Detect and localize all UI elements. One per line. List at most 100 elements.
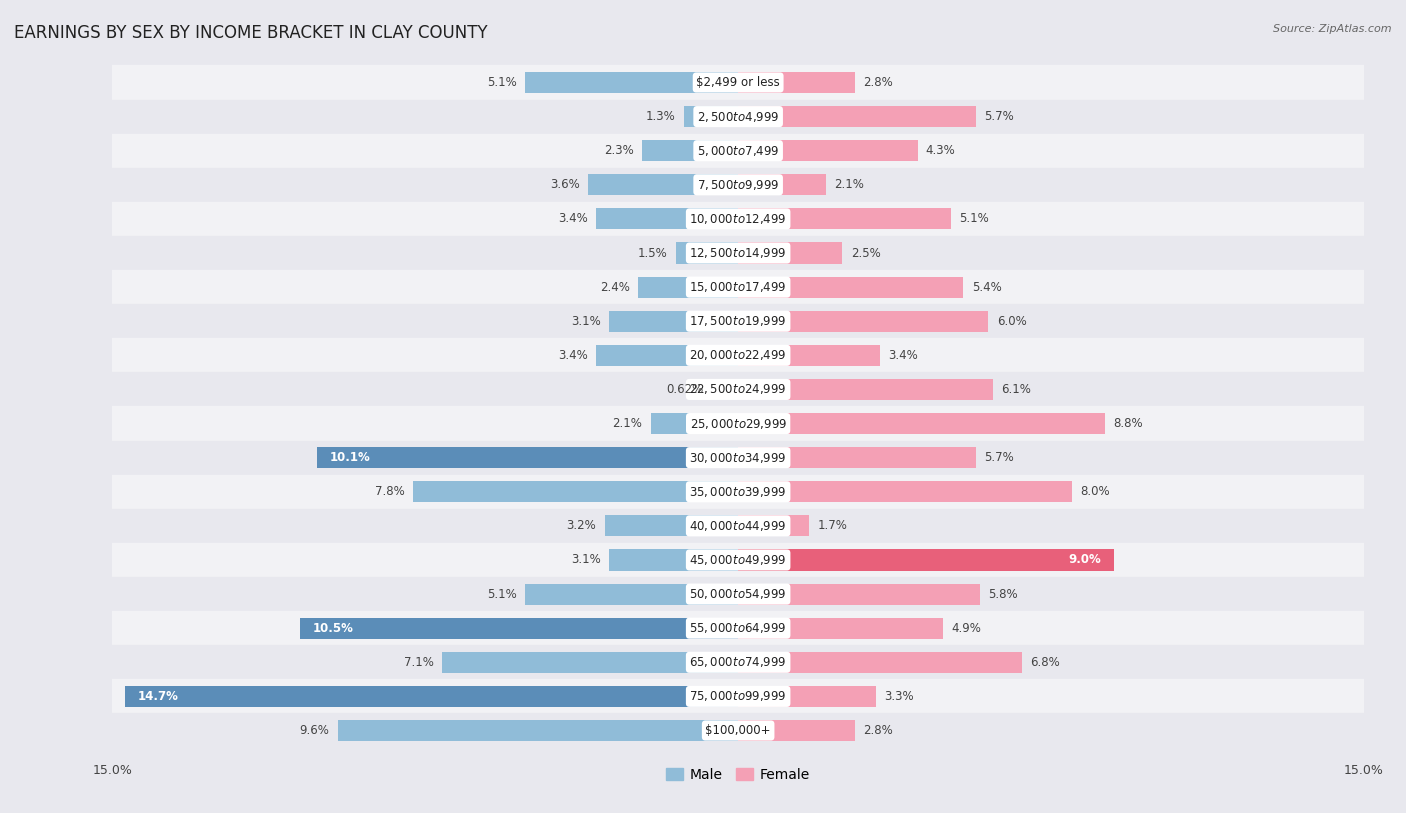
Bar — [738, 106, 976, 127]
Bar — [30, 646, 1406, 680]
Text: 1.7%: 1.7% — [817, 520, 848, 533]
Bar — [609, 311, 738, 332]
Text: 5.4%: 5.4% — [972, 280, 1001, 293]
Text: $22,500 to $24,999: $22,500 to $24,999 — [689, 382, 787, 397]
Bar — [651, 413, 738, 434]
Text: 5.1%: 5.1% — [488, 588, 517, 601]
Bar — [738, 242, 842, 263]
Bar — [30, 543, 1406, 577]
Bar — [301, 618, 738, 639]
Bar — [30, 441, 1406, 475]
Text: $17,500 to $19,999: $17,500 to $19,999 — [689, 315, 787, 328]
Text: 2.8%: 2.8% — [863, 76, 893, 89]
Bar — [738, 584, 980, 605]
Bar — [316, 447, 738, 468]
Text: 7.1%: 7.1% — [404, 656, 433, 669]
Bar — [738, 345, 880, 366]
Bar — [738, 618, 942, 639]
Text: 3.1%: 3.1% — [571, 554, 600, 567]
Text: $40,000 to $44,999: $40,000 to $44,999 — [689, 519, 787, 533]
Bar — [738, 413, 1105, 434]
Text: 3.4%: 3.4% — [889, 349, 918, 362]
Bar — [738, 515, 808, 537]
Text: 8.8%: 8.8% — [1114, 417, 1143, 430]
Bar — [596, 345, 738, 366]
Text: $2,500 to $4,999: $2,500 to $4,999 — [697, 110, 779, 124]
Bar — [683, 106, 738, 127]
Text: 14.7%: 14.7% — [138, 690, 179, 703]
Bar — [413, 481, 738, 502]
Text: $45,000 to $49,999: $45,000 to $49,999 — [689, 553, 787, 567]
Bar — [738, 311, 988, 332]
Bar — [30, 509, 1406, 543]
Text: 5.1%: 5.1% — [959, 212, 988, 225]
Text: $5,000 to $7,499: $5,000 to $7,499 — [697, 144, 779, 158]
Bar — [337, 720, 738, 741]
Text: 3.4%: 3.4% — [558, 349, 588, 362]
Bar — [526, 72, 738, 93]
Bar — [30, 475, 1406, 509]
Text: 10.1%: 10.1% — [329, 451, 370, 464]
Text: 5.8%: 5.8% — [988, 588, 1018, 601]
Bar — [738, 379, 993, 400]
Text: 6.0%: 6.0% — [997, 315, 1026, 328]
Bar — [441, 652, 738, 673]
Text: 10.5%: 10.5% — [312, 622, 353, 635]
Legend: Male, Female: Male, Female — [661, 763, 815, 788]
Text: 6.8%: 6.8% — [1031, 656, 1060, 669]
Bar — [30, 270, 1406, 304]
Bar — [605, 515, 738, 537]
Text: $20,000 to $22,499: $20,000 to $22,499 — [689, 348, 787, 363]
Text: 4.3%: 4.3% — [925, 144, 956, 157]
Bar — [738, 686, 876, 707]
Bar — [738, 481, 1071, 502]
Bar — [30, 611, 1406, 646]
Text: $50,000 to $54,999: $50,000 to $54,999 — [689, 587, 787, 601]
Bar — [643, 140, 738, 161]
Bar — [738, 720, 855, 741]
Text: 7.8%: 7.8% — [375, 485, 405, 498]
Bar — [738, 174, 825, 195]
Text: 9.6%: 9.6% — [299, 724, 329, 737]
Bar — [30, 680, 1406, 714]
Text: 2.5%: 2.5% — [851, 246, 880, 259]
Text: $55,000 to $64,999: $55,000 to $64,999 — [689, 621, 787, 635]
Text: 2.1%: 2.1% — [613, 417, 643, 430]
Bar — [30, 338, 1406, 372]
Text: $12,500 to $14,999: $12,500 to $14,999 — [689, 246, 787, 260]
Bar — [675, 242, 738, 263]
Text: 6.1%: 6.1% — [1001, 383, 1031, 396]
Bar — [30, 133, 1406, 167]
Text: 2.8%: 2.8% — [863, 724, 893, 737]
Text: 1.3%: 1.3% — [645, 110, 675, 123]
Text: $75,000 to $99,999: $75,000 to $99,999 — [689, 689, 787, 703]
Text: 3.3%: 3.3% — [884, 690, 914, 703]
Bar — [30, 372, 1406, 406]
Bar — [125, 686, 738, 707]
Text: Source: ZipAtlas.com: Source: ZipAtlas.com — [1274, 24, 1392, 34]
Text: 3.1%: 3.1% — [571, 315, 600, 328]
Bar — [609, 550, 738, 571]
Bar — [30, 406, 1406, 441]
Text: $100,000+: $100,000+ — [706, 724, 770, 737]
Text: 8.0%: 8.0% — [1080, 485, 1109, 498]
Text: $15,000 to $17,499: $15,000 to $17,499 — [689, 280, 787, 294]
Bar — [30, 65, 1406, 99]
Text: 2.1%: 2.1% — [834, 178, 863, 191]
Bar — [30, 714, 1406, 748]
Text: 2.4%: 2.4% — [600, 280, 630, 293]
Text: 5.7%: 5.7% — [984, 110, 1014, 123]
Bar — [30, 99, 1406, 133]
Text: EARNINGS BY SEX BY INCOME BRACKET IN CLAY COUNTY: EARNINGS BY SEX BY INCOME BRACKET IN CLA… — [14, 24, 488, 42]
Text: 9.0%: 9.0% — [1069, 554, 1101, 567]
Bar — [30, 236, 1406, 270]
Bar — [738, 276, 963, 298]
Text: 4.9%: 4.9% — [950, 622, 981, 635]
Bar — [638, 276, 738, 298]
Bar — [588, 174, 738, 195]
Bar — [596, 208, 738, 229]
Bar — [30, 202, 1406, 236]
Bar — [713, 379, 738, 400]
Text: 5.1%: 5.1% — [488, 76, 517, 89]
Bar — [738, 652, 1022, 673]
